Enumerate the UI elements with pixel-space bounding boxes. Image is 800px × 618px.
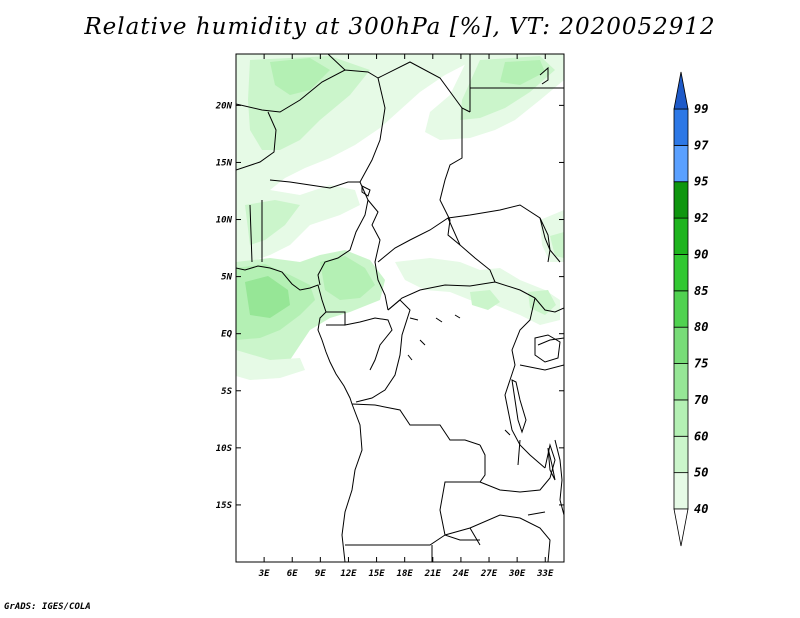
humidity-area-east-5: [550, 232, 564, 258]
colorbar-box: [673, 217, 689, 255]
border-botswana: [431, 527, 481, 562]
y-tick-label: 5S: [221, 387, 232, 397]
border-chad-sudan: [439, 108, 463, 246]
y-tick-label: 15N: [216, 158, 233, 168]
x-tick-label: 3E: [258, 569, 270, 579]
border-chad-niger: [359, 77, 386, 183]
border-zimbabwe: [444, 514, 551, 562]
y-tick-label: 20N: [215, 101, 233, 111]
lake-tanganyika: [511, 379, 527, 434]
border-ethiopia: [539, 217, 551, 263]
x-tick-label: 18E: [397, 569, 414, 579]
humidity-area-north-3: [270, 58, 330, 95]
border-angola-zambia: [439, 444, 486, 536]
map-title: Relative humidity at 300hPa [%], VT: 202…: [84, 14, 716, 40]
humidity-area-sw: [236, 350, 305, 380]
colorbar-label: 40: [694, 502, 708, 516]
humidity-area-ne-3: [500, 60, 545, 85]
x-axis: 3E 6E 9E 12E 15E 18E 21E 24E 27E 30E 33E: [258, 54, 554, 579]
grads-credit: GrADS: IGES/COLA: [4, 602, 91, 612]
y-tick-label: 10N: [216, 216, 233, 226]
colorbar-label: 99: [694, 102, 708, 116]
colorbar-label: 95: [694, 175, 708, 189]
y-tick-label: 5N: [221, 273, 232, 283]
humidity-area-east-3: [528, 290, 556, 315]
x-tick-label: 12E: [340, 569, 357, 579]
humidity-area-east-2: [470, 290, 500, 310]
colorbar-box: [673, 181, 689, 219]
border-cameroon-chad: [367, 199, 389, 311]
humidity-area-gulf-3: [320, 256, 375, 300]
colorbar-box: [673, 290, 689, 328]
colorbar-box: [673, 144, 689, 183]
lakes-east: [504, 429, 546, 516]
colorbar-label: 92: [694, 211, 708, 225]
y-tick-label: EQ: [221, 330, 232, 340]
colorbar: 40 50 60 70 75 80 85 90 92 95 97 99: [673, 71, 709, 547]
colorbar-label: 80: [694, 320, 708, 334]
border-uganda-kenya: [519, 297, 564, 371]
colorbar-label: 75: [694, 357, 708, 371]
x-tick-label: 30E: [508, 569, 526, 579]
river-congo: [407, 314, 461, 361]
colorbar-box: [673, 326, 689, 364]
lake-malawi: [547, 447, 556, 481]
lake-victoria: [534, 334, 561, 363]
x-tick-label: 6E: [287, 569, 298, 579]
humidity-field: [236, 54, 564, 380]
border-mali-niger: [236, 69, 379, 113]
border-congo-drc: [355, 299, 411, 403]
border-benin-togo: [249, 200, 263, 263]
colorbar-box: [673, 435, 689, 474]
humidity-area-gulf-4: [245, 276, 290, 318]
border-niger-libya: [377, 61, 471, 113]
colorbar-box: [673, 399, 689, 437]
colorbar-box: [673, 363, 689, 401]
border-namibia: [345, 534, 480, 546]
x-tick-label: 15E: [368, 569, 385, 579]
colorbar-label: 50: [694, 466, 708, 480]
border-burkina: [236, 111, 277, 171]
lake-chad: [361, 185, 371, 197]
y-tick-label: 10S: [216, 444, 233, 454]
colorbar-label: 60: [694, 429, 708, 443]
x-tick-label: 33E: [536, 569, 554, 579]
x-tick-label: 21E: [424, 569, 442, 579]
border-nigeria-east: [317, 181, 369, 286]
colorbar-arrow-bottom: [673, 508, 689, 547]
border-eq-guinea: [326, 311, 346, 326]
border-drc-east: [504, 297, 546, 469]
country-borders: [236, 54, 564, 562]
border-niger-nigeria: [269, 179, 360, 189]
x-tick-label: 27E: [480, 569, 498, 579]
border-sudan-south: [447, 204, 561, 263]
y-axis: 20N 15N 10N 5N EQ 5S 10S 15S: [215, 101, 564, 511]
y-tick-label: 15S: [216, 501, 233, 511]
border-malawi: [554, 439, 564, 516]
border-algeria-niger: [327, 54, 346, 71]
coastline-west: [236, 265, 353, 405]
colorbar-box: [673, 254, 689, 292]
border-angola-north: [351, 403, 481, 446]
border-car-south: [387, 281, 536, 311]
coast-northeast: [539, 66, 549, 85]
x-tick-label: 9E: [315, 569, 326, 579]
colorbar-label: 85: [694, 284, 708, 298]
colorbar-box: [673, 472, 689, 510]
x-tick-label: 24E: [452, 569, 470, 579]
colorbar-label: 97: [694, 138, 709, 152]
humidity-area-mid-2: [245, 200, 300, 245]
border-angola-south: [341, 403, 363, 562]
border-zambia-east: [479, 443, 556, 493]
colorbar-box: [673, 108, 689, 146]
colorbar-label: 90: [694, 247, 708, 261]
colorbar-label: 70: [694, 393, 708, 407]
border-gabon: [326, 311, 393, 371]
map-frame: [235, 53, 565, 563]
colorbar-arrow-top: [673, 71, 689, 110]
